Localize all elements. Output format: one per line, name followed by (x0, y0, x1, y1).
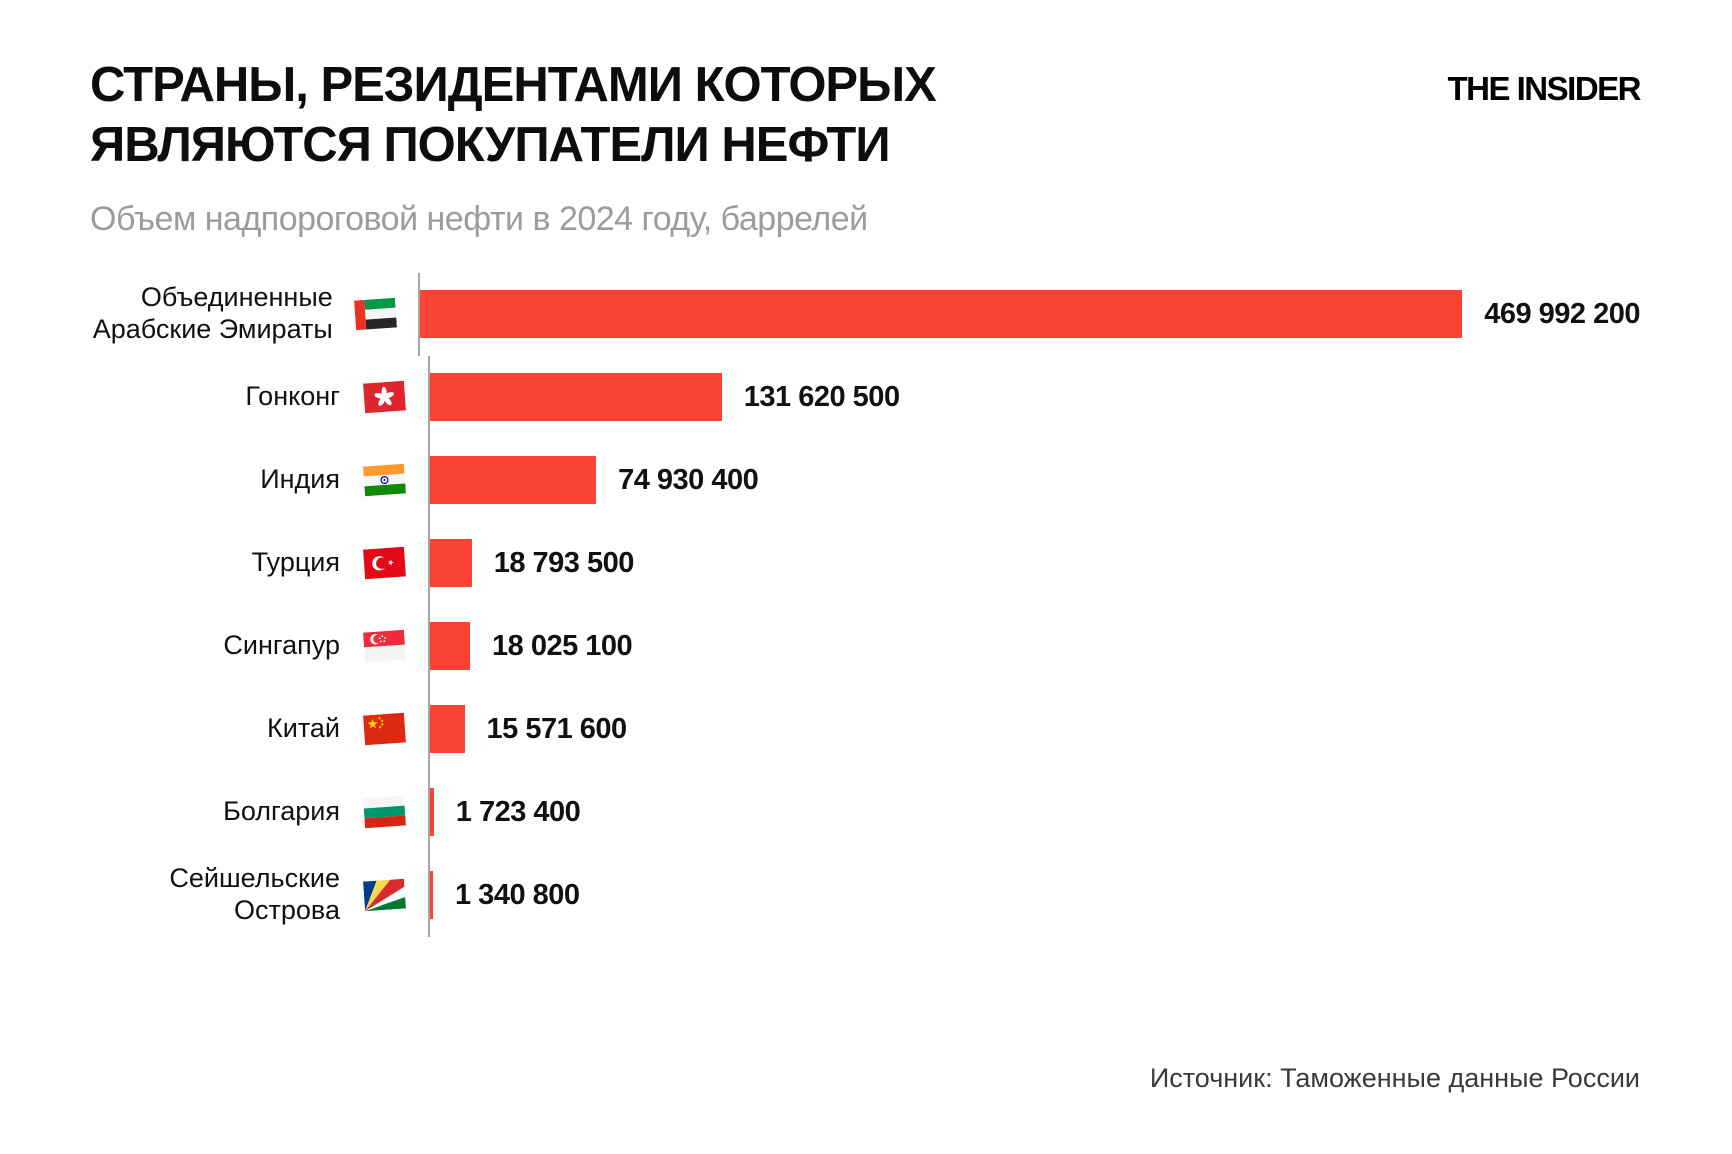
flag-slot (340, 356, 428, 439)
chart-row: Гонконг 131 620 500 (90, 355, 1640, 439)
flag-bulgaria-icon (362, 795, 406, 829)
bar (430, 539, 472, 588)
flag-slot (340, 688, 428, 771)
bar-value: 131 620 500 (743, 380, 900, 413)
chart-subtitle: Объем надпороговой нефти в 2024 году, ба… (90, 199, 868, 238)
bar-track: 469 992 200 (418, 272, 1640, 356)
bar (430, 456, 597, 505)
flag-china-icon (362, 712, 406, 746)
flag-seychelles-icon (362, 878, 406, 912)
bar (430, 705, 465, 754)
bar (430, 788, 434, 837)
chart-row: Китай 15 571 600 (90, 687, 1640, 771)
country-label: Объединенные Арабские Эмираты (92, 282, 333, 345)
flag-uae-icon (354, 297, 397, 331)
country-label: Болгария (223, 796, 340, 827)
country-label: Сейшельские Острова (169, 863, 340, 926)
header: СТРАНЫ, РЕЗИДЕНТАМИ КОТОРЫХ ЯВЛЯЮТСЯ ПОК… (0, 0, 1732, 176)
bar-track: 131 620 500 (428, 355, 1640, 439)
flag-slot (340, 771, 428, 854)
country-label: Индия (260, 464, 340, 495)
country-label: Китай (267, 713, 340, 744)
flag-slot (333, 273, 418, 356)
bar-value: 74 930 400 (618, 463, 759, 496)
bar-value: 15 571 600 (486, 712, 628, 745)
bar (430, 622, 470, 671)
flag-india-icon (362, 463, 406, 497)
page-title-line1: СТРАНЫ, РЕЗИДЕНТАМИ КОТОРЫХ (90, 58, 937, 112)
bar (430, 871, 433, 920)
flag-slot (340, 605, 428, 688)
flag-slot (340, 522, 428, 605)
bar-value: 1 340 800 (455, 878, 580, 911)
bar-track: 1 340 800 (428, 853, 1640, 937)
source-note: Источник: Таможенные данные России (1149, 1063, 1640, 1093)
chart-rows: Объединенные Арабские Эмираты 469 992 20… (90, 272, 1640, 937)
bar-value: 18 025 100 (492, 629, 633, 662)
bar (420, 290, 1463, 339)
country-label: Турция (251, 547, 340, 578)
flag-slot (340, 439, 428, 522)
chart-row: Болгария 1 723 400 (90, 770, 1640, 854)
flag-hong-kong-icon (362, 380, 406, 414)
page-title-line2: ЯВЛЯЮТСЯ ПОКУПАТЕЛИ НЕФТИ (90, 117, 891, 172)
the-insider-logo: THE INSIDER (1447, 70, 1641, 107)
chart-row: Сингапур 18 025 100 (90, 604, 1640, 688)
bar-value: 1 723 400 (455, 795, 581, 828)
page-title: СТРАНЫ, РЕЗИДЕНТАМИ КОТОРЫХ ЯВЛЯЮТСЯ ПОК… (90, 56, 937, 176)
bar-track: 18 793 500 (428, 521, 1640, 605)
bar (430, 373, 722, 422)
bar-value: 469 992 200 (1484, 297, 1640, 330)
chart-row: Сейшельские Острова 1 340 800 (90, 853, 1640, 937)
bar-chart: Объединенные Арабские Эмираты 469 992 20… (90, 272, 1640, 937)
flag-turkey-icon (362, 546, 406, 580)
bar-value: 18 793 500 (493, 546, 635, 579)
chart-row: Турция 18 793 500 (90, 521, 1640, 605)
chart-row: Объединенные Арабские Эмираты 469 992 20… (90, 272, 1640, 356)
bar-track: 74 930 400 (428, 438, 1640, 522)
country-label: Сингапур (223, 630, 340, 661)
bar-track: 18 025 100 (428, 604, 1640, 688)
flag-singapore-icon (362, 629, 406, 663)
country-label: Гонконг (245, 381, 340, 412)
chart-row: Индия 74 930 400 (90, 438, 1640, 522)
bar-track: 1 723 400 (428, 770, 1640, 854)
flag-slot (340, 854, 428, 937)
bar-track: 15 571 600 (428, 687, 1640, 771)
